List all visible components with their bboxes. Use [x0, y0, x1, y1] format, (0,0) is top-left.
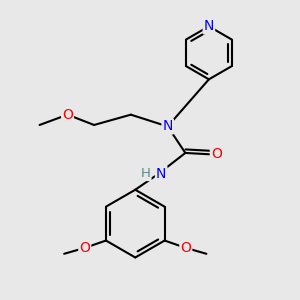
Text: N: N [163, 119, 173, 134]
Text: H: H [141, 167, 151, 180]
Text: N: N [204, 19, 214, 33]
Text: O: O [62, 108, 73, 122]
Text: O: O [79, 241, 90, 255]
Text: O: O [180, 241, 191, 255]
Text: N: N [156, 167, 166, 181]
Text: O: O [211, 147, 222, 161]
